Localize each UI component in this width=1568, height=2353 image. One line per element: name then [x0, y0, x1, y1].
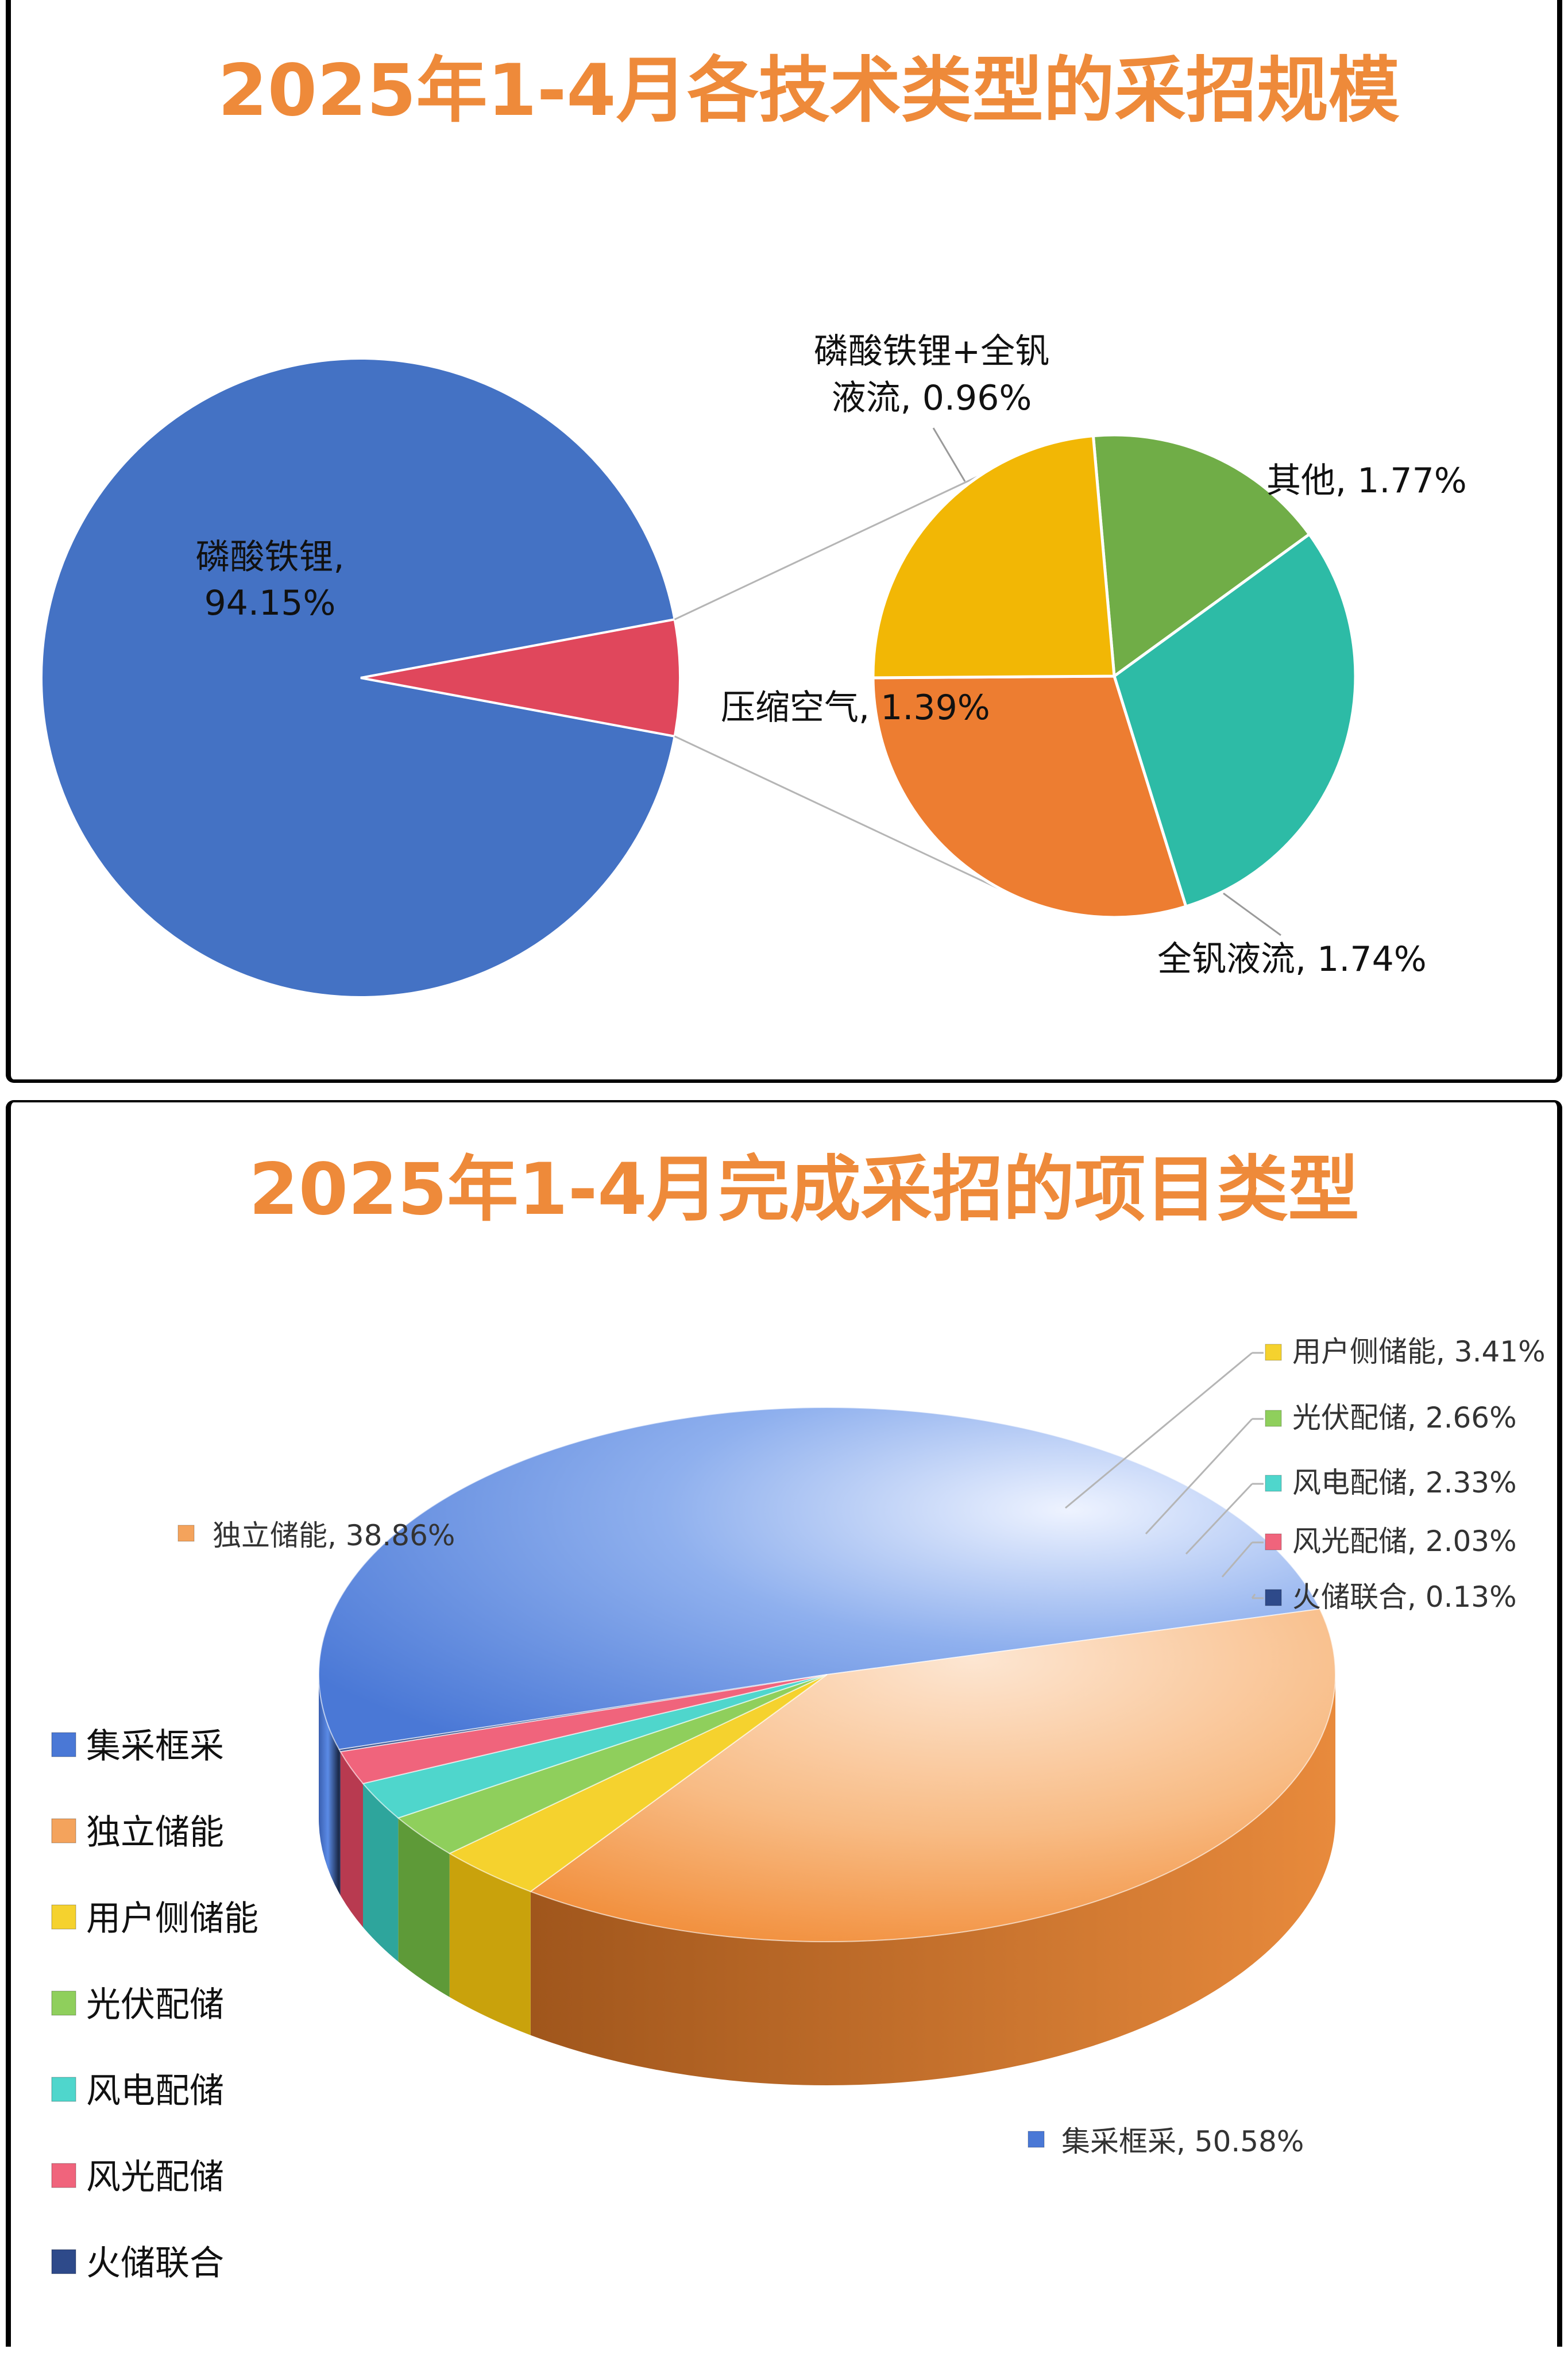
- subpie-slice-3: [871, 674, 1188, 919]
- marker-wind-storage: [1265, 1475, 1282, 1492]
- leader-line-wind-storage: [1185, 1483, 1253, 1555]
- label-lfp-vanadium-line1: 磷酸铁锂+全钒: [814, 331, 1049, 372]
- marker-wind-solar-storage: [1265, 1533, 1282, 1550]
- legend-label-pv-storage: 光伏配储: [86, 1985, 224, 2025]
- bottom-chart-labels: 独立储能, 38.86% 集采框采, 50.58% 用户侧储能, 3.41% 光伏配储…: [177, 1335, 1546, 2158]
- leader-line-pv-storage: [1145, 1418, 1253, 1535]
- pie3d-top-slice-6: [338, 1674, 828, 1753]
- top-chart-labels: 磷酸铁锂, 94.15% 磷酸铁锂+全钒液流, 0.96% 其他, 1.77% 全钒液流…: [195, 331, 1466, 979]
- pie3d-top-slice-0: [318, 1406, 1321, 1750]
- label-thermal-storage: 火储联合, 0.13%: [1292, 1580, 1517, 1614]
- legend-label-thermal-storage: 火储联合: [86, 2243, 224, 2283]
- subpie-slice-4: [871, 434, 1116, 680]
- legend-label-user-side-storage: 用户侧储能: [86, 1899, 258, 1939]
- label-wind-storage: 风电配储, 2.33%: [1292, 1466, 1517, 1499]
- pie3d-side-slice-6-7: [339, 1749, 341, 1896]
- label-lfp-vanadium-line2: 液流, 0.96%: [832, 378, 1032, 418]
- legend-swatch-thermal-storage: [51, 2249, 76, 2274]
- label-pv-storage: 光伏配储, 2.66%: [1292, 1401, 1517, 1434]
- top-chart-title: 2025年1-4月各技术类型的采招规模: [218, 49, 1399, 132]
- label-user-side-storage: 用户侧储能, 3.41%: [1292, 1335, 1546, 1368]
- marker-user-side-storage: [1265, 1344, 1282, 1361]
- legend-swatch-wind-storage: [51, 2077, 76, 2102]
- pie3d-side-slice-0-0: [319, 1675, 339, 1893]
- marker-pv-storage: [1265, 1410, 1282, 1427]
- label-other: 其他, 1.77%: [1266, 461, 1467, 501]
- label-vanadium: 全钒液流, 1.74%: [1157, 939, 1427, 979]
- pie3d-side-slice-1-2: [530, 1675, 1335, 2085]
- legend-swatch-central-procurement: [51, 1732, 76, 1757]
- leader-line-user-side-storage: [1065, 1352, 1253, 1509]
- legend-label-wind-solar-storage: 风光配储: [86, 2157, 224, 2197]
- label-lfp-line2: 94.15%: [204, 583, 336, 623]
- legend-swatch-independent-storage: [51, 1818, 76, 1843]
- legend-swatch-pv-storage: [51, 1991, 76, 2016]
- legend-label-independent-storage: 独立储能: [86, 1812, 224, 1853]
- legend-label-central-procurement: 集采框采: [86, 1726, 224, 1766]
- label-independent-storage: 独立储能, 38.86%: [213, 1519, 455, 1552]
- connector-line-lower: [674, 735, 1006, 893]
- pie-slice-other-combined: [360, 618, 681, 738]
- leader-line-lfp-vanadium: [932, 427, 966, 482]
- subpie-slice-1: [1091, 433, 1312, 679]
- pie3d-side-slice-5-6: [340, 1752, 363, 1927]
- top-main-pie: [40, 357, 681, 998]
- marker-central-procurement: [1028, 2131, 1045, 2148]
- label-wind-solar-storage: 风光配储, 2.03%: [1292, 1525, 1517, 1558]
- label-compressed-air: 压缩空气, 1.39%: [721, 688, 990, 728]
- pie3d-side-slice-3-4: [398, 1818, 450, 1997]
- pie3d-side-slice-2-3: [449, 1853, 531, 2035]
- pie3d-side-slice-4-5: [362, 1783, 399, 1962]
- pie3d-top-slice-1: [529, 1608, 1336, 1942]
- legend-swatch-wind-solar-storage: [51, 2163, 76, 2188]
- subpie-slice-2: [1113, 532, 1357, 909]
- marker-independent-storage: [177, 1525, 195, 1542]
- legend-swatch-user-side-storage: [51, 1904, 76, 1930]
- top-pie-connector-lines: [674, 427, 1281, 936]
- pie-slice-lfp: [40, 357, 676, 998]
- marker-thermal-storage: [1265, 1589, 1282, 1606]
- bottom-3d-pie: [318, 1406, 1336, 2085]
- leader-line-wind-solar-storage: [1221, 1542, 1253, 1577]
- legend-label-wind-storage: 风电配储: [86, 2071, 224, 2111]
- label-lfp-line1: 磷酸铁锂,: [195, 537, 344, 577]
- connector-line-upper: [674, 462, 1006, 620]
- top-secondary-pie: [871, 433, 1357, 919]
- label-central-procurement: 集采框采, 50.58%: [1061, 2125, 1304, 2158]
- leader-line-vanadium: [1223, 892, 1281, 936]
- bottom-chart-title: 2025年1-4月完成采招的项目类型: [249, 1148, 1359, 1231]
